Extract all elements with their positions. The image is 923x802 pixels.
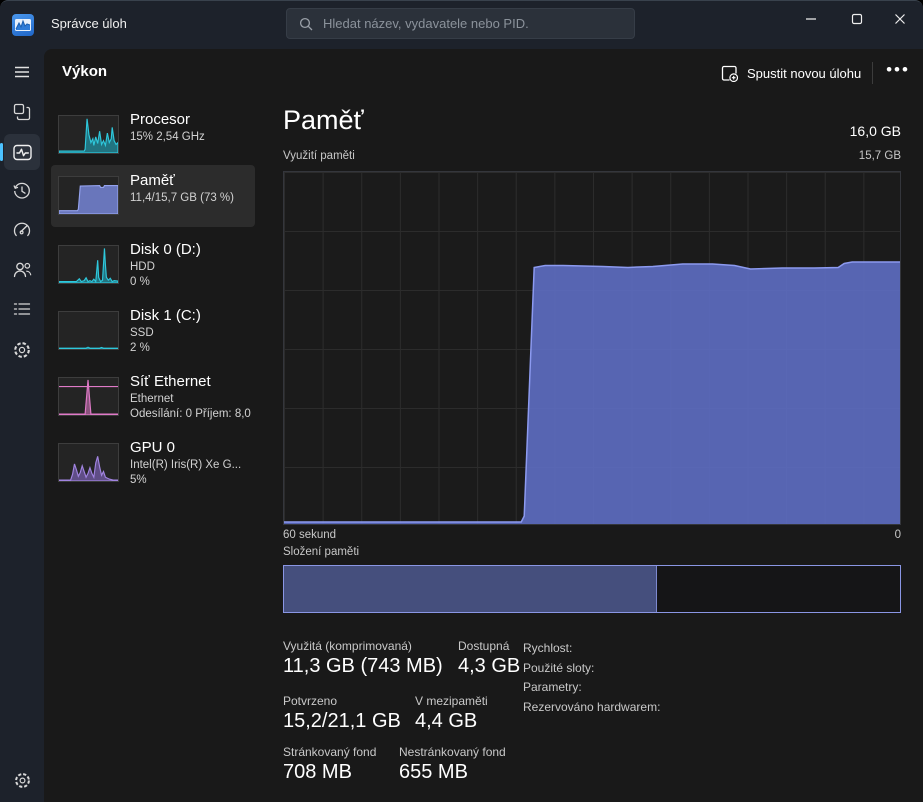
perf-item-memory[interactable]: Paměť 11,4/15,7 GB (73 %): [51, 165, 255, 227]
memory-mini-chart: [58, 176, 119, 215]
usage-chart-label: Využití paměti: [283, 150, 355, 162]
stat-label: Nestránkovaný fond: [399, 745, 506, 759]
stat-value: 708 MB: [283, 761, 352, 783]
settings-button[interactable]: [4, 762, 40, 798]
stat-value: 11,3 GB (743 MB): [283, 655, 443, 677]
perf-item-cpu[interactable]: Procesor 15% 2,54 GHz: [51, 104, 255, 166]
usage-chart-max: 15,7 GB: [858, 150, 901, 162]
memory-title: Paměť: [283, 105, 364, 135]
perf-item-type: Ethernet: [130, 393, 174, 405]
close-button[interactable]: [877, 1, 923, 37]
memory-panel: Paměť 16,0 GB Využití paměti 15,7 GB 60 …: [283, 49, 901, 802]
disk0-mini-chart: [58, 245, 119, 284]
perf-item-name: Síť Ethernet: [130, 373, 211, 390]
stat-value: 15,2/21,1 GB: [283, 710, 401, 732]
perf-item-type: SSD: [130, 327, 154, 339]
detail-line: Rychlost:: [523, 641, 573, 655]
stat-value: 4,3 GB: [458, 655, 521, 677]
perf-item-type: HDD: [130, 261, 155, 273]
menu-button[interactable]: [4, 54, 40, 90]
titlebar: Správce úloh: [0, 1, 923, 49]
search-box[interactable]: [286, 8, 635, 39]
users-icon: [13, 262, 31, 277]
settings-gear-icon: [14, 772, 30, 788]
perf-item-stat: Odesílání: 0 Příjem: 8,0: [130, 408, 251, 420]
run-new-task-label: Spustit novou úlohu: [747, 65, 862, 81]
perf-item-stat: 11,4/15,7 GB (73 %): [130, 192, 234, 204]
perf-item-gpu[interactable]: GPU 0 Intel(R) Iris(R) Xe G... 5%: [51, 432, 255, 494]
search-icon: [299, 17, 313, 30]
stat-label: Potvrzeno: [283, 694, 338, 708]
composition-label: Složení paměti: [283, 546, 360, 558]
perf-item-type: Intel(R) Iris(R) Xe G...: [130, 459, 242, 471]
hardware-details: Rychlost: Použité sloty: Parametry: Reze…: [523, 639, 660, 717]
details-icon: [13, 303, 31, 315]
maximize-button[interactable]: [834, 1, 880, 37]
sidebar-nav: [0, 49, 44, 802]
perf-item-name: Procesor: [130, 111, 191, 128]
stat-label: V mezipaměti: [415, 694, 488, 708]
perf-item-name: Disk 0 (D:): [130, 241, 201, 258]
perf-item-disk0[interactable]: Disk 0 (D:) HDD 0 %: [51, 234, 255, 296]
sidebar-item-processes[interactable]: [4, 94, 40, 130]
content-area: Výkon Spustit novou úlohu ••• Procesor 1…: [44, 49, 923, 802]
window-title: Správce úloh: [51, 16, 127, 31]
sidebar-item-services[interactable]: [4, 332, 40, 368]
detail-line: Použité sloty:: [523, 660, 595, 675]
chart-time-now: 0: [894, 529, 901, 541]
header-divider: [872, 62, 873, 84]
perf-item-ethernet[interactable]: Síť Ethernet Ethernet Odesílání: 0 Příje…: [51, 366, 255, 428]
more-options-button[interactable]: •••: [886, 60, 910, 79]
sidebar-item-startup-apps[interactable]: [4, 212, 40, 248]
detail-line: Rezervováno hardwarem:: [523, 699, 661, 714]
app-history-icon: [13, 182, 30, 199]
perf-item-name: Disk 1 (C:): [130, 307, 201, 324]
page-title: Výkon: [62, 63, 108, 80]
memory-usage-area: [284, 261, 900, 524]
perf-item-stat: 0 %: [130, 276, 150, 288]
stat-value: 655 MB: [399, 761, 468, 783]
chart-time-window: 60 sekund: [283, 529, 337, 541]
memory-total: 16,0 GB: [849, 123, 901, 139]
detail-line: Parametry:: [523, 680, 582, 694]
stat-label: Dostupná: [458, 639, 510, 653]
sidebar-item-app-history[interactable]: [4, 173, 40, 209]
stat-value: 4,4 GB: [415, 710, 478, 732]
composition-fill[interactable]: [284, 566, 657, 612]
perf-item-name: GPU 0: [130, 439, 176, 456]
search-input[interactable]: [323, 16, 613, 31]
memory-usage-chart: [283, 171, 901, 525]
perf-item-disk1[interactable]: Disk 1 (C:) SSD 2 %: [51, 300, 255, 362]
run-task-icon: [721, 65, 738, 82]
app-logo-icon: [12, 14, 34, 36]
ethernet-mini-chart: [58, 377, 119, 416]
stat-label: Stránkovaný fond: [283, 745, 377, 759]
services-icon: [14, 342, 30, 358]
startup-apps-icon: [13, 222, 31, 237]
gpu-mini-chart: [58, 443, 119, 482]
disk1-mini-chart: [58, 311, 119, 350]
cpu-mini-chart: [58, 115, 119, 154]
stat-label: Využitá (komprimovaná): [283, 639, 412, 653]
perf-item-stat: 15% 2,54 GHz: [130, 131, 205, 143]
perf-item-stat: 2 %: [130, 342, 150, 354]
minimize-button[interactable]: [788, 1, 834, 37]
processes-icon: [13, 103, 31, 121]
hamburger-icon: [15, 66, 29, 78]
sidebar-item-performance[interactable]: [4, 134, 40, 170]
sidebar-item-users[interactable]: [4, 251, 40, 287]
memory-composition-bar[interactable]: [283, 565, 901, 613]
perf-item-stat: 5%: [130, 474, 147, 486]
perf-item-name: Paměť: [130, 172, 175, 189]
sidebar-item-details[interactable]: [4, 291, 40, 327]
performance-icon: [12, 144, 32, 160]
run-new-task-button[interactable]: Spustit novou úlohu: [713, 58, 869, 88]
selected-accent-pill: [0, 143, 3, 161]
